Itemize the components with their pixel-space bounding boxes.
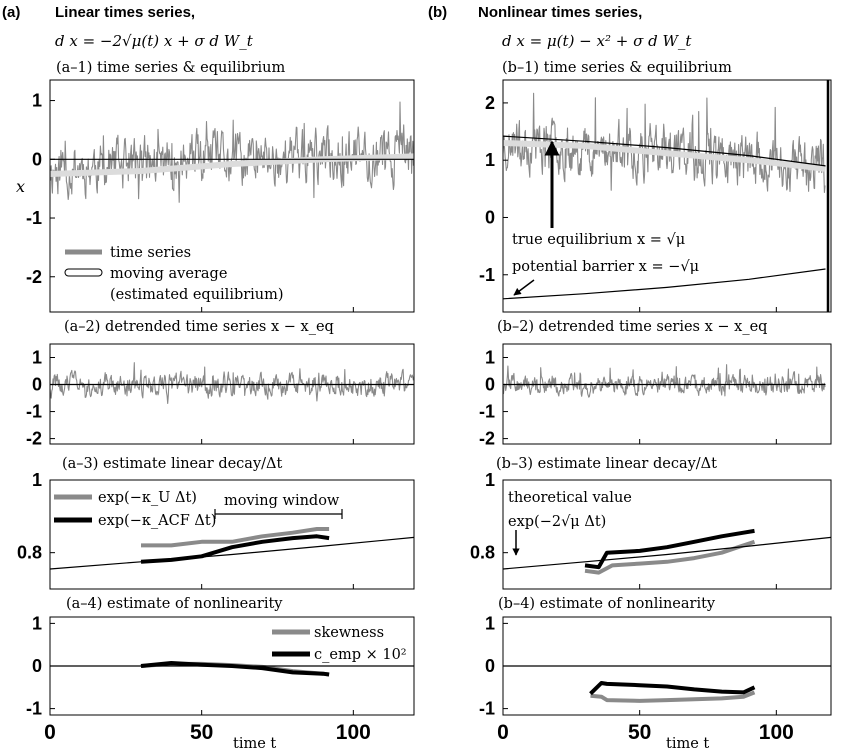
series-a3-0 (141, 527, 330, 548)
subplot-title-a3: (a–3) estimate linear decay/Δt (62, 456, 282, 472)
x-tick-label-a4-1: 50 (190, 721, 213, 744)
y-tick-label-b1-0: -1 (479, 265, 495, 285)
x-tick-label-b4-2: 100 (759, 721, 794, 744)
plot-frame-b1 (502, 79, 832, 313)
plot-frame-b2 (502, 343, 832, 445)
series-b4-0 (590, 690, 756, 703)
y-tick-label-b2-2: 0 (485, 375, 495, 395)
legend-a3-entry-0: exp(−κ_U Δt) (98, 490, 197, 506)
series-a3-2 (49, 536, 415, 570)
y-tick-label-b1-1: 0 (485, 207, 495, 227)
plot-frame-a1 (49, 79, 415, 313)
subplot-title-b4: (b–4) estimate of nonlinearity (498, 596, 716, 612)
y-tick-label-a1-3: 1 (32, 91, 42, 111)
series-b1-2 (502, 135, 826, 167)
legend-swatch-moving-average (64, 268, 103, 277)
subplot-title-b1: (b–1) time series & equilibrium (502, 60, 732, 76)
x-tick-label-b4-1: 50 (628, 721, 651, 744)
series-a1-0 (49, 101, 414, 203)
annotation-moving-window: moving window (224, 493, 340, 509)
annotation-true-equilibrium: true equilibrium x = √μ (512, 232, 685, 248)
subplot-title-b3: (b–3) estimate linear decay/Δt (496, 456, 717, 472)
y-tick-label-b3-1: 1 (485, 470, 495, 490)
y-tick-label-a1-1: -1 (26, 208, 42, 228)
series-b1-3 (502, 268, 826, 300)
y-tick-label-a4-2: 1 (32, 613, 42, 633)
annotation-potential-barrier: potential barrier x = −√μ (512, 259, 699, 275)
y-axis-label-a1: x (16, 177, 25, 196)
x-tick-label-a4-0: 0 (44, 721, 56, 744)
x-axis-label-a: time t (233, 736, 276, 751)
subplot-title-b2: (b–2) detrended time series x − x_eq (497, 319, 767, 335)
plot-b1: -1 0 1 2 (479, 79, 832, 313)
y-tick-label-a1-0: -2 (26, 267, 42, 287)
panel-b-equation: d x = μ(t) − x² + σ d W_t (502, 32, 692, 50)
series-b3-2 (502, 536, 832, 570)
subplot-title-a4: (a–4) estimate of nonlinearity (66, 596, 283, 612)
panel-b-label: (b) (428, 4, 447, 21)
series-b3-1 (584, 528, 755, 570)
y-tick-label-a3-0: 0.8 (17, 543, 42, 563)
legend-a3-entry-1: exp(−κ_ACF Δt) (98, 513, 216, 529)
series-a4-1 (140, 661, 330, 677)
y-tick-label-a2-3: 1 (32, 348, 42, 368)
panel-a-equation: d x = −2√μ(t) x + σ d W_t (55, 32, 254, 50)
y-tick-label-a2-1: -1 (26, 402, 42, 422)
y-tick-label-b3-0: 0.8 (470, 543, 495, 563)
y-tick-label-a4-1: 0 (32, 656, 42, 676)
subplot-title-a1: (a–1) time series & equilibrium (56, 60, 285, 76)
plot-a2: -2 -1 0 1 (26, 343, 415, 449)
arrow-potential-barrier (513, 279, 535, 296)
subplot-title-a2: (a–2) detrended time series x − x_eq (64, 319, 334, 335)
legend-a4-entry-1: c_emp × 10² (314, 647, 407, 663)
y-tick-label-a2-0: -2 (26, 429, 42, 449)
x-tick-label-b4-0: 0 (497, 721, 509, 744)
panel-a-title: Linear times series, (55, 4, 195, 21)
y-tick-label-a3-1: 1 (32, 470, 42, 490)
y-tick-label-b2-1: -1 (479, 402, 495, 422)
legend-a1-entry-0: time series (110, 245, 191, 261)
series-b2-0 (502, 364, 826, 398)
plot-frame-a3 (49, 479, 415, 590)
y-tick-label-a4-0: -1 (26, 699, 42, 719)
legend-a4-entry-0: skewness (314, 625, 384, 641)
y-tick-label-b1-2: 1 (485, 150, 495, 170)
annotation-theoretical-value: theoretical value (508, 490, 632, 506)
legend-a1-entry-1: moving average (110, 266, 227, 282)
y-tick-label-b4-1: 0 (485, 656, 495, 676)
series-b4-1 (589, 681, 756, 696)
legend-a1-entry-2: (estimated equilibrium) (110, 287, 284, 303)
panel-b-title: Nonlinear times series, (478, 4, 642, 21)
annotation-theoretical-formula: exp(−2√μ Δt) (508, 514, 606, 530)
y-tick-label-b4-2: 1 (485, 613, 495, 633)
plot-a3: 0.81 (17, 470, 415, 590)
y-tick-label-b2-3: 1 (485, 348, 495, 368)
y-tick-label-a2-2: 0 (32, 375, 42, 395)
y-tick-label-a1-2: 0 (32, 149, 42, 169)
x-tick-label-a4-2: 100 (336, 721, 371, 744)
plot-b2: -2 -1 0 1 (479, 343, 832, 449)
series-a2-0 (49, 362, 414, 405)
plot-b3: 0.81 (470, 470, 832, 590)
x-axis-label-b: time t (666, 736, 709, 751)
panel-a-label: (a) (2, 4, 20, 21)
plot-frame-b3 (502, 479, 832, 590)
plot-frame-a2 (49, 343, 415, 445)
y-tick-label-b4-0: -1 (479, 699, 495, 719)
series-a1-1 (49, 153, 415, 177)
plot-a1: -2 -1 0 1 (26, 79, 415, 313)
y-tick-label-b1-3: 2 (485, 93, 495, 113)
y-tick-label-b2-0: -2 (479, 429, 495, 449)
